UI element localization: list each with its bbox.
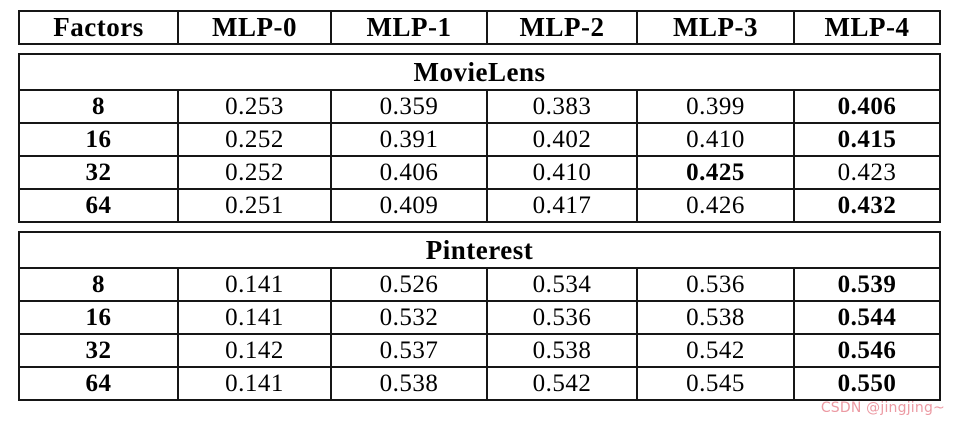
- value-cell: 0.391: [330, 122, 488, 157]
- value-cell: 0.253: [177, 89, 332, 124]
- value-cell: 0.141: [177, 300, 332, 335]
- table-row: 8 0.141 0.526 0.534 0.536 0.539: [18, 267, 942, 302]
- table-row: 16 0.141 0.532 0.536 0.538 0.544: [18, 300, 942, 335]
- table-row: 8 0.253 0.359 0.383 0.399 0.406: [18, 89, 942, 124]
- value-cell: 0.406: [792, 89, 942, 124]
- value-cell: 0.417: [486, 188, 638, 223]
- factor-cell: 16: [18, 122, 179, 157]
- value-cell: 0.406: [330, 155, 488, 190]
- value-cell: 0.539: [792, 267, 942, 302]
- value-cell: 0.410: [486, 155, 638, 190]
- value-cell: 0.542: [636, 333, 795, 368]
- value-cell: 0.532: [330, 300, 488, 335]
- value-cell: 0.252: [177, 155, 332, 190]
- value-cell: 0.546: [792, 333, 942, 368]
- factor-cell: 8: [18, 267, 179, 302]
- table-row: 32 0.252 0.406 0.410 0.425 0.423: [18, 155, 942, 190]
- value-cell: 0.426: [636, 188, 795, 223]
- table-row: 64 0.141 0.538 0.542 0.545 0.550: [18, 366, 942, 401]
- col-header-factors: Factors: [18, 10, 179, 45]
- column-header-row: Factors MLP-0 MLP-1 MLP-2 MLP-3 MLP-4: [18, 10, 941, 45]
- value-cell: 0.432: [792, 188, 942, 223]
- col-header-mlp-3: MLP-3: [636, 10, 795, 45]
- section-table-movielens: MovieLens 8 0.253 0.359 0.383 0.399 0.406 16 0.2…: [17, 53, 942, 223]
- value-cell: 0.544: [792, 300, 942, 335]
- value-cell: 0.252: [177, 122, 332, 157]
- sections-container: MovieLens 8 0.253 0.359 0.383 0.399 0.406 16 0.2…: [17, 53, 953, 401]
- value-cell: 0.399: [636, 89, 795, 124]
- value-cell: 0.141: [177, 366, 332, 401]
- value-cell: 0.538: [636, 300, 795, 335]
- factor-cell: 16: [18, 300, 179, 335]
- watermark: CSDN @jingjing~: [820, 400, 945, 416]
- factor-cell: 32: [18, 333, 179, 368]
- value-cell: 0.536: [486, 300, 638, 335]
- value-cell: 0.537: [330, 333, 488, 368]
- factor-cell: 64: [18, 366, 179, 401]
- value-cell: 0.141: [177, 267, 332, 302]
- results-table-figure: Factors MLP-0 MLP-1 MLP-2 MLP-3 MLP-4 Mo…: [17, 10, 953, 401]
- value-cell: 0.538: [330, 366, 488, 401]
- table-row: 16 0.252 0.391 0.402 0.410 0.415: [18, 122, 942, 157]
- column-header-table: Factors MLP-0 MLP-1 MLP-2 MLP-3 MLP-4: [18, 10, 941, 45]
- value-cell: 0.538: [486, 333, 638, 368]
- table-row: 32 0.142 0.537 0.538 0.542 0.546: [18, 333, 942, 368]
- value-cell: 0.251: [177, 188, 332, 223]
- factor-cell: 8: [18, 89, 179, 124]
- value-cell: 0.410: [636, 122, 795, 157]
- col-header-mlp-2: MLP-2: [486, 10, 638, 45]
- value-cell: 0.545: [636, 366, 795, 401]
- col-header-mlp-0: MLP-0: [177, 10, 332, 45]
- value-cell: 0.550: [792, 366, 942, 401]
- section-title-movielens: MovieLens: [17, 53, 942, 91]
- value-cell: 0.142: [177, 333, 332, 368]
- value-cell: 0.383: [486, 89, 638, 124]
- col-header-mlp-4: MLP-4: [793, 10, 941, 45]
- value-cell: 0.425: [636, 155, 795, 190]
- section-table-pinterest: Pinterest 8 0.141 0.526 0.534 0.536 0.539 16 0.1…: [17, 231, 942, 401]
- value-cell: 0.534: [486, 267, 638, 302]
- value-cell: 0.542: [486, 366, 638, 401]
- section-title-row: Pinterest: [17, 231, 942, 269]
- value-cell: 0.359: [330, 89, 488, 124]
- section-title-row: MovieLens: [17, 53, 942, 91]
- factor-cell: 64: [18, 188, 179, 223]
- value-cell: 0.409: [330, 188, 488, 223]
- value-cell: 0.402: [486, 122, 638, 157]
- table-row: 64 0.251 0.409 0.417 0.426 0.432: [18, 188, 942, 223]
- value-cell: 0.415: [792, 122, 942, 157]
- value-cell: 0.526: [330, 267, 488, 302]
- value-cell: 0.536: [636, 267, 795, 302]
- value-cell: 0.423: [792, 155, 942, 190]
- col-header-mlp-1: MLP-1: [330, 10, 488, 45]
- section-title-pinterest: Pinterest: [17, 231, 942, 269]
- factor-cell: 32: [18, 155, 179, 190]
